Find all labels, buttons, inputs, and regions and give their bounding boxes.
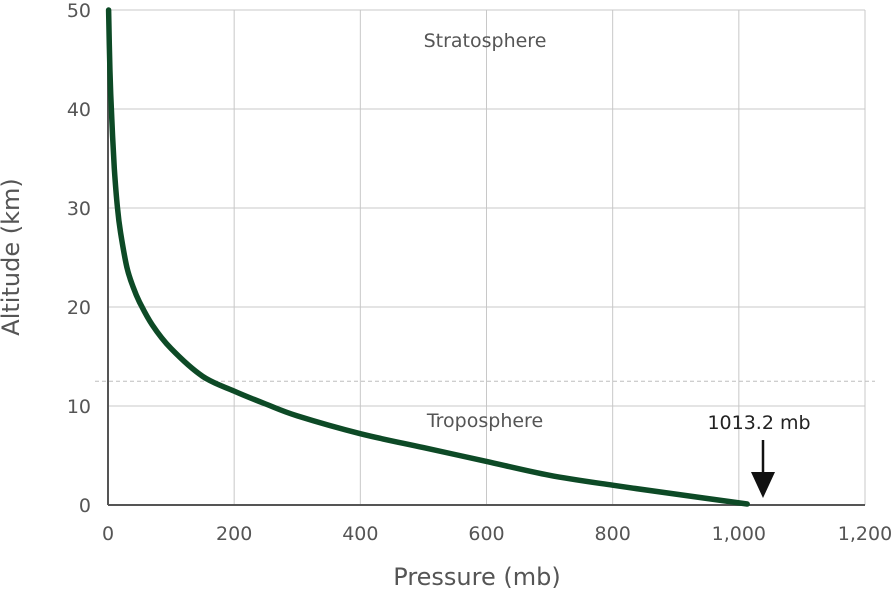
x-axis-title: Pressure (mb) — [393, 563, 560, 591]
y-tick-label: 0 — [79, 495, 91, 517]
y-tick-label: 40 — [67, 99, 91, 121]
y-axis-title: Altitude (km) — [0, 178, 25, 335]
stratosphere-label: Stratosphere — [424, 30, 547, 52]
y-axis-ticks: 0 10 20 30 40 50 — [67, 0, 91, 517]
y-tick-label: 50 — [67, 0, 91, 22]
surface-arrow-icon — [751, 440, 775, 498]
x-tick-label: 400 — [342, 523, 378, 545]
x-tick-label: 600 — [468, 523, 504, 545]
y-tick-label: 10 — [67, 396, 91, 418]
x-tick-label: 200 — [216, 523, 252, 545]
surface-pressure-label: 1013.2 mb — [707, 412, 810, 434]
x-axis-ticks: 0 200 400 600 800 1,000 1,200 — [102, 523, 892, 545]
x-tick-label: 0 — [102, 523, 114, 545]
pressure-altitude-curve — [105, 7, 750, 507]
y-tick-label: 20 — [67, 297, 91, 319]
grid — [108, 9, 866, 505]
x-tick-label: 800 — [595, 523, 631, 545]
x-tick-label: 1,200 — [838, 523, 892, 545]
x-tick-label: 1,000 — [712, 523, 766, 545]
y-tick-label: 30 — [67, 198, 91, 220]
troposphere-label: Troposphere — [426, 410, 543, 432]
